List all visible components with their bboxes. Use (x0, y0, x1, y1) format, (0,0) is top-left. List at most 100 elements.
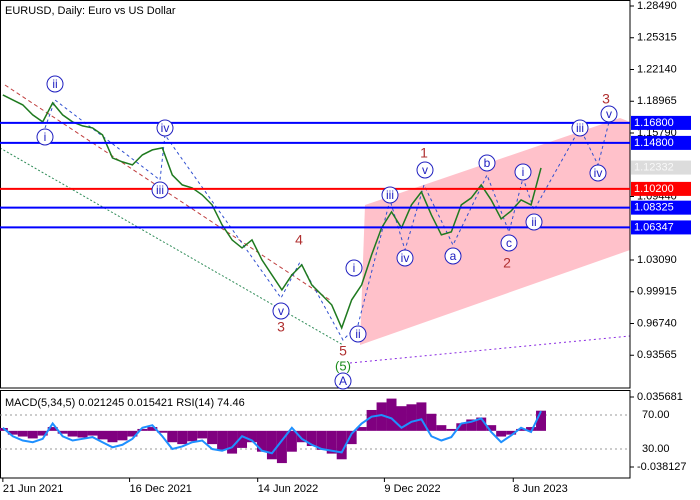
level-label: 1.16800 (634, 117, 674, 129)
wave-circle (396, 249, 414, 267)
wave-label: ii (52, 77, 57, 91)
y-tick-label: 1.18965 (637, 95, 677, 107)
indicator-title: MACD(5,34,5) 0.021245 0.015421 RSI(14) 7… (5, 397, 245, 409)
main-frame (0, 0, 631, 389)
wave-label: 3 (277, 319, 285, 335)
macd-bar (157, 430, 168, 433)
y2-tick-label: 30.00 (642, 443, 670, 455)
macd-bar (147, 427, 158, 431)
wave-circle (151, 181, 169, 199)
macd-bar (47, 427, 58, 431)
wave-circle (514, 163, 532, 181)
wave-circle (272, 302, 290, 320)
wave-circle (36, 128, 54, 146)
macd-bar (466, 419, 477, 431)
macd-bar (276, 430, 287, 464)
macd-bar (67, 430, 78, 437)
macd-bar (237, 430, 248, 448)
wave-circle (349, 325, 367, 343)
x-tick-label: 16 Dec 2021 (130, 483, 192, 495)
wave-label: ii (531, 215, 536, 229)
level-label-box (631, 115, 691, 130)
wave-circle (600, 105, 618, 123)
trend-line (4, 84, 331, 301)
wave-circle (478, 154, 496, 172)
macd-bar (77, 430, 88, 438)
wave-label: iii (156, 183, 164, 197)
y-tick-label: 1.28490 (637, 0, 677, 12)
wave-label: ii (355, 327, 360, 341)
wave-label: 2 (503, 255, 511, 271)
macd-bar (306, 430, 317, 447)
y-tick-label: 0.96740 (637, 317, 677, 329)
rsi-line (2, 410, 542, 455)
wave-label: v (422, 163, 428, 177)
wave-label: v (606, 107, 612, 121)
wave-label: i (353, 261, 356, 275)
macd-bar (426, 413, 437, 431)
level-label-box (631, 200, 691, 215)
wave-circle (571, 119, 589, 137)
macd-bar (187, 430, 198, 442)
y-tick-label: -0.038127 (637, 461, 687, 473)
macd-bar (107, 430, 118, 443)
macd-bar (526, 427, 537, 431)
wave-label: iv (401, 251, 410, 265)
wave-label: (5) (335, 358, 351, 373)
macd-bar (416, 402, 427, 431)
wave-label: iv (161, 121, 170, 135)
wave-label: 3 (602, 91, 610, 107)
macd-bar (406, 404, 417, 431)
macd-bar (227, 430, 238, 454)
y-tick-label: 1.22140 (637, 63, 677, 75)
macd-bar (486, 425, 497, 431)
wave-label: i (44, 130, 47, 144)
level-label-box (631, 135, 691, 150)
macd-bar (366, 409, 377, 431)
y-tick-label: 0.93565 (637, 349, 677, 361)
macd-bar (286, 430, 297, 452)
wave-label: c (506, 236, 512, 250)
level-label: 1.10200 (634, 183, 674, 195)
macd-bar (137, 428, 148, 431)
wave-label: 5 (339, 343, 347, 359)
macd-bar (127, 430, 138, 437)
x-tick-label: 21 Jun 2021 (3, 483, 64, 495)
wave-label: b (484, 156, 491, 170)
wave-label: iv (594, 166, 603, 180)
wave-circle (444, 247, 462, 265)
macd-bar (17, 430, 28, 437)
level-label: 1.14800 (634, 137, 674, 149)
macd-bar (506, 430, 517, 435)
wave-circle (381, 186, 399, 204)
macd-bar (436, 425, 447, 431)
wave-circle (345, 259, 363, 277)
macd-bar (316, 430, 327, 450)
macd-bar (516, 428, 527, 431)
wave-circle (156, 119, 174, 137)
price-line (2, 94, 542, 330)
chart-title: EURUSD, Daily: Euro vs US Dollar (5, 5, 176, 17)
macd-bar (256, 430, 267, 452)
level-label: 1.08325 (634, 202, 674, 214)
macd-bar (376, 402, 387, 431)
macd-bar (7, 430, 18, 435)
macd-bar (247, 430, 257, 443)
channel (360, 118, 630, 345)
macd-bar (217, 430, 228, 450)
indicator-frame (0, 390, 631, 479)
macd-bar (57, 430, 68, 434)
macd-bar (97, 430, 108, 440)
macd-bar (37, 430, 48, 436)
macd-bar (117, 430, 128, 441)
wave-circle (589, 164, 607, 182)
macd-bar (27, 430, 38, 439)
macd-bar (177, 430, 188, 445)
y-tick-label: 0.035681 (637, 391, 683, 403)
wave-label: i (522, 165, 525, 179)
last-price-label: 1.12332 (634, 161, 674, 173)
y-tick-label: 1.25315 (637, 32, 677, 44)
wave-circle (500, 234, 518, 252)
macd-bar (476, 417, 487, 431)
